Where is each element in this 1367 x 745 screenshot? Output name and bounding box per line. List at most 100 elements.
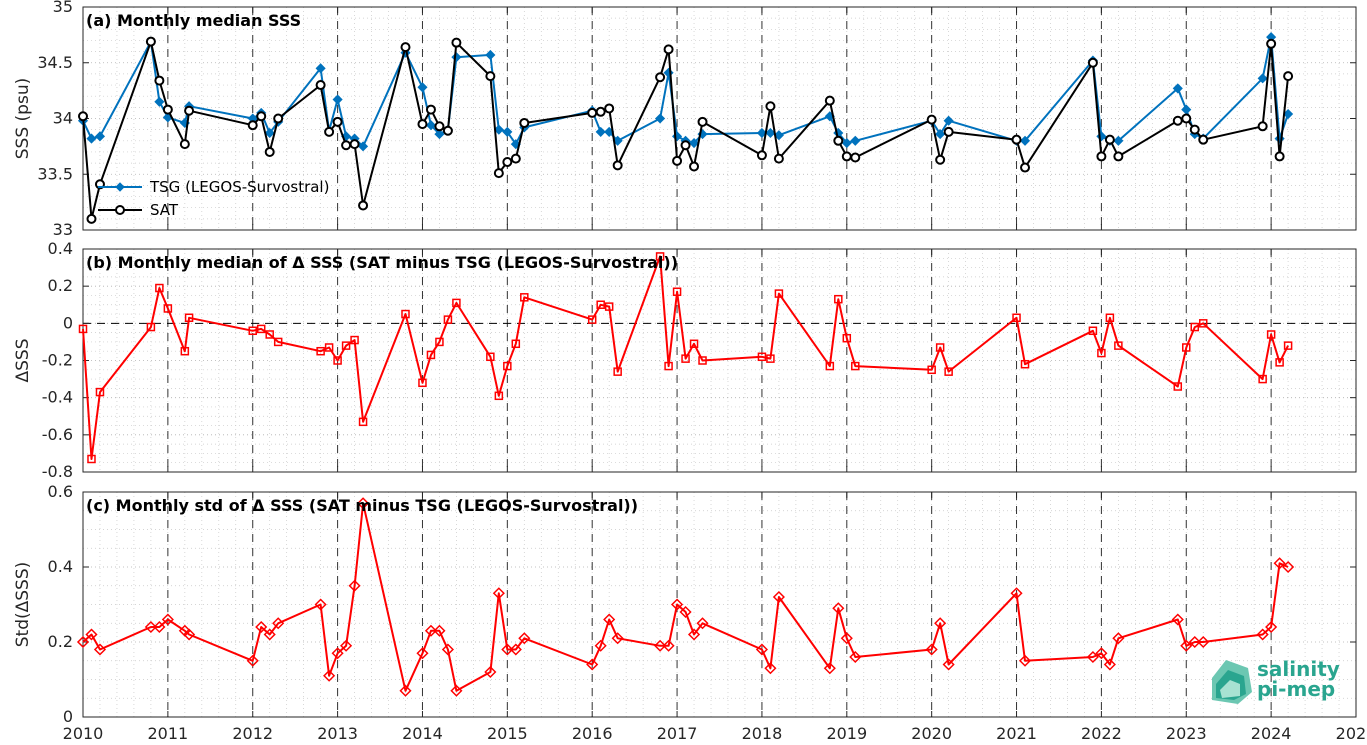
data-point — [1097, 348, 1106, 358]
data-point — [1011, 134, 1022, 145]
data-point — [161, 613, 174, 626]
data-point — [358, 200, 369, 211]
data-point — [450, 684, 463, 697]
x-tick-label: 2018 — [742, 724, 783, 743]
salinity-pi-mep-logo: salinity pi-mep — [1212, 657, 1340, 704]
data-point — [766, 354, 775, 363]
data-point — [511, 339, 521, 349]
data-point — [357, 141, 369, 152]
data-point — [78, 111, 88, 122]
y-tick-label: -0.8 — [42, 462, 73, 481]
data-point — [162, 104, 173, 115]
data-point — [664, 361, 673, 371]
data-point — [154, 96, 165, 107]
data-point — [441, 643, 454, 656]
data-point — [179, 139, 190, 150]
data-point — [95, 387, 105, 397]
data-point — [773, 153, 784, 164]
data-point — [825, 361, 835, 371]
data-point — [1172, 83, 1183, 94]
data-point — [399, 684, 412, 697]
data-point — [935, 129, 946, 140]
y-tick-label: 33 — [53, 220, 73, 239]
data-point — [688, 137, 700, 149]
data-point — [246, 654, 259, 667]
data-point — [1257, 73, 1268, 84]
data-point — [1198, 134, 1209, 145]
y-tick-label: 34.5 — [37, 53, 73, 72]
data-point — [697, 116, 708, 127]
data-point — [484, 665, 497, 679]
data-point — [417, 119, 428, 130]
data-point — [519, 117, 530, 128]
data-point — [256, 324, 266, 334]
data-point — [1113, 151, 1124, 162]
data-point — [1095, 647, 1108, 660]
data-point — [1265, 620, 1278, 634]
data-point — [824, 95, 835, 106]
data-point — [681, 354, 690, 363]
data-point — [849, 650, 862, 664]
data-point — [144, 620, 157, 634]
data-point — [493, 168, 504, 179]
data-point — [765, 127, 776, 139]
data-point — [671, 598, 684, 611]
data-point — [1198, 319, 1208, 328]
data-point — [841, 137, 852, 149]
data-point — [485, 71, 496, 82]
data-point — [356, 497, 370, 510]
data-point — [76, 635, 90, 649]
y-tick-label: 33.5 — [37, 164, 73, 183]
data-point — [426, 350, 436, 360]
data-point — [183, 628, 196, 641]
data-point — [587, 315, 597, 324]
data-point — [1180, 639, 1193, 652]
data-point — [1274, 151, 1285, 162]
data-point — [834, 294, 843, 304]
data-point — [424, 624, 438, 637]
y-tick-label: 0.4 — [48, 557, 73, 576]
data-point — [85, 628, 98, 641]
data-point — [934, 617, 947, 630]
data-point — [655, 72, 666, 83]
data-point — [1012, 313, 1021, 323]
data-point — [1283, 108, 1294, 120]
data-point — [1190, 322, 1200, 332]
data-point — [689, 161, 700, 172]
data-point — [93, 643, 107, 656]
data-point — [756, 127, 767, 139]
data-point — [442, 125, 453, 136]
data-point — [255, 620, 268, 634]
data-point — [314, 598, 327, 611]
x-tick-label: 2017 — [657, 724, 698, 743]
data-point — [1104, 134, 1115, 145]
data-point — [348, 579, 361, 592]
data-point — [87, 454, 96, 464]
x-tick-label: 2012 — [232, 724, 273, 743]
data-point — [349, 139, 360, 150]
data-point — [416, 647, 429, 660]
data-point — [1256, 628, 1269, 641]
data-point — [1266, 38, 1277, 49]
y-tick-label: 0.6 — [48, 482, 73, 501]
data-point — [611, 632, 624, 645]
legend-marker — [115, 182, 125, 192]
data-point — [850, 135, 861, 146]
data-point — [451, 37, 462, 48]
data-point — [434, 129, 445, 140]
data-point — [184, 313, 194, 323]
data-point — [86, 213, 97, 224]
data-point — [180, 346, 190, 356]
data-point — [926, 114, 937, 125]
data-point — [1258, 374, 1267, 384]
data-point — [272, 617, 285, 630]
legend-marker — [115, 205, 125, 215]
data-point — [943, 126, 954, 137]
data-point — [1088, 326, 1098, 336]
data-point — [315, 63, 326, 74]
data-point — [687, 628, 701, 641]
data-point — [833, 135, 844, 146]
x-tick-label: 2023 — [1166, 724, 1207, 743]
data-point — [492, 587, 505, 600]
axes-frame — [82, 491, 1357, 718]
